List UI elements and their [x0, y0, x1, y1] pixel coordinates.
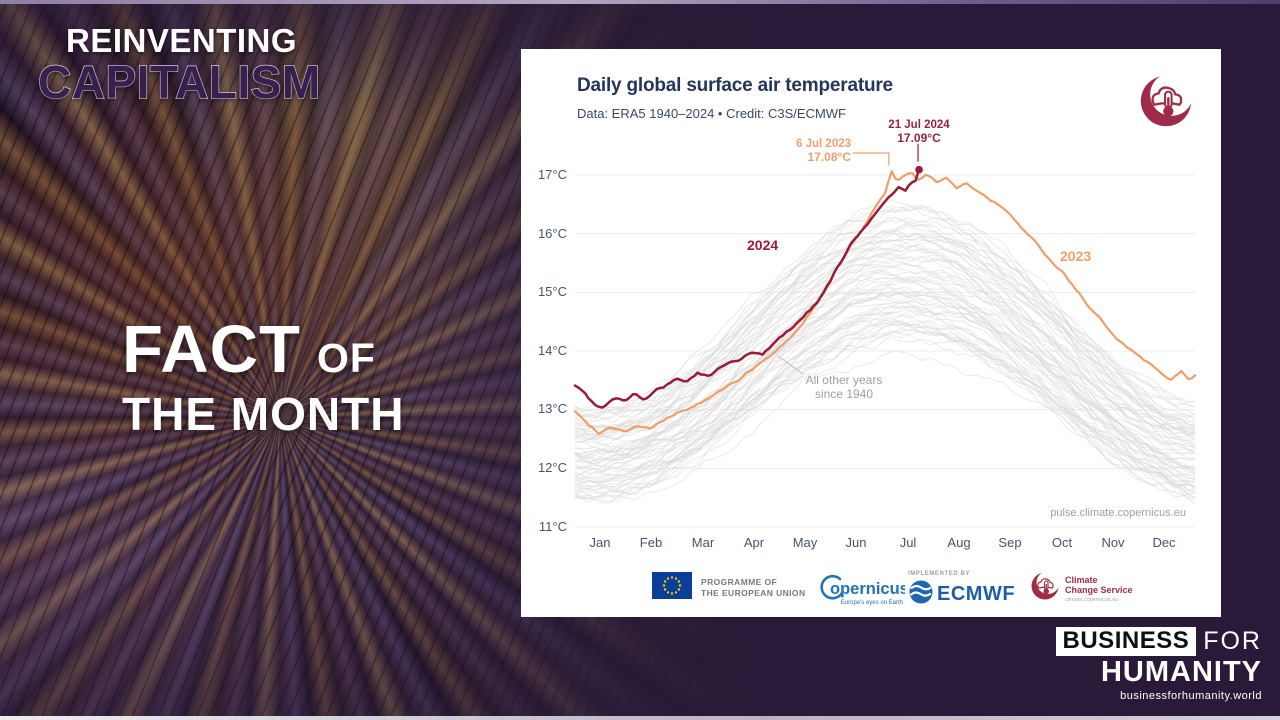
ccs-url: climate.copernicus.eu [1065, 597, 1119, 603]
y-tick-17: 17°C [537, 167, 567, 182]
ccs-label: Climate Change Service [1065, 575, 1133, 595]
annotation-2024-peak: 21 Jul 2024 17.09°C [859, 119, 979, 145]
business-word: BUSINESS [1055, 627, 1197, 656]
y-tick-16: 16°C [537, 226, 567, 241]
x-tick-nov: Nov [1101, 535, 1125, 550]
temperature-plot [573, 143, 1197, 528]
logo-line-reinventing: REINVENTING [66, 22, 298, 59]
logo-line-capitalism: CAPITALISM [37, 56, 321, 108]
x-tick-may: May [792, 535, 818, 550]
copernicus-tagline: Europe's eyes on Earth [841, 600, 903, 606]
y-tick-13: 13°C [537, 401, 567, 416]
y-tick-11: 11°C [538, 519, 567, 534]
ecmwf-logo: ECMWF [909, 580, 1015, 605]
annotation-2024-date: 21 Jul 2024 [888, 119, 950, 131]
annotation-2024-value: 17.09°C [897, 131, 941, 145]
fact-of-the-month-title: FACT OF THE MONTH [122, 316, 404, 437]
y-tick-12: 12°C [537, 460, 567, 475]
chart-title: Daily global surface air temperature [577, 75, 893, 96]
x-tick-oct: Oct [1051, 535, 1073, 550]
chart-footer-logos: PROGRAMME OF THE EUROPEAN UNION opernicu… [521, 567, 1221, 617]
ccs-crescent-icon [1031, 571, 1060, 600]
x-tick-mar: Mar [691, 535, 715, 550]
business-for-humanity-logo: BUSINESS FOR HUMANITY businessforhumanit… [1055, 627, 1262, 702]
x-tick-jun: Jun [845, 535, 867, 550]
bottom-accent-strip [0, 716, 1280, 720]
annotation-2023-date: 6 Jul 2023 [796, 138, 851, 150]
x-tick-feb: Feb [639, 535, 663, 550]
ecmwf-wordmark: ECMWF [937, 583, 1015, 605]
chart-subtitle: Data: ERA5 1940–2024 • Credit: C3S/ECMWF [577, 106, 847, 121]
x-tick-sep: Sep [998, 535, 1022, 550]
watermark-url: pulse.climate.copernicus.eu [1050, 507, 1186, 519]
of-word: OF [316, 335, 376, 381]
annotation-2023-peak: 6 Jul 2023 17.08°C [751, 138, 851, 164]
series-label-2023: 2023 [1060, 248, 1092, 264]
x-tick-aug: Aug [947, 535, 971, 550]
x-tick-jul: Jul [899, 535, 917, 550]
copernicus-logo: opernicus Europe's eyes on Earth [820, 574, 905, 606]
eu-stars [662, 576, 682, 595]
humanity-word: HUMANITY [1100, 656, 1262, 688]
x-tick-apr: Apr [743, 535, 765, 550]
copernicus-wordmark: opernicus [830, 580, 905, 598]
annotation-other-years: All other years since 1940 [805, 373, 883, 401]
eu-flag-icon [652, 572, 692, 599]
climate-pulse-icon [1140, 73, 1194, 127]
x-tick-dec: Dec [1152, 535, 1176, 550]
climate-change-service-logo: Climate Change Service climate.copernicu… [1030, 571, 1133, 603]
x-tick-jan: Jan [589, 535, 611, 550]
temperature-chart-card: Daily global surface air temperature Dat… [521, 49, 1221, 617]
for-word: FOR [1203, 627, 1262, 655]
reinventing-capitalism-logo: REINVENTING CAPITALISM [37, 22, 321, 108]
series-label-2024: 2024 [747, 237, 779, 253]
eu-programme-label: PROGRAMME OF THE EUROPEAN UNION [701, 577, 806, 598]
the-month-words: THE MONTH [122, 388, 405, 440]
bfh-url: businessforhumanity.world [1120, 690, 1262, 702]
top-accent-strip [0, 0, 1280, 4]
y-tick-15: 15°C [537, 284, 567, 299]
fact-word: FACT [122, 312, 301, 387]
implemented-by-label: IMPLEMENTED BY [908, 571, 971, 577]
annotation-2023-value: 17.08°C [807, 150, 852, 164]
y-tick-14: 14°C [537, 343, 567, 358]
